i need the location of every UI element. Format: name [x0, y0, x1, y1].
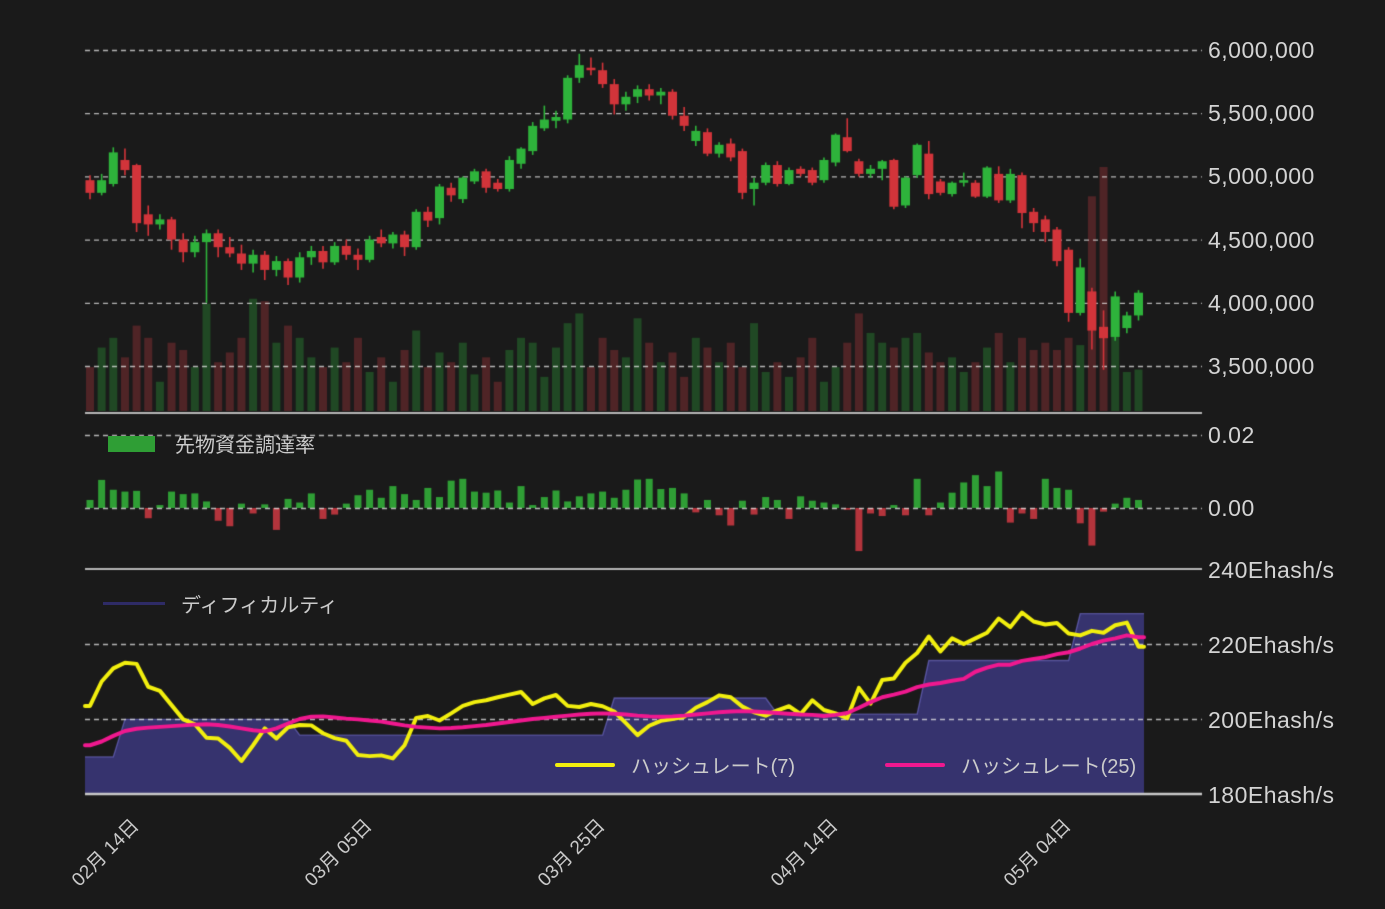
legend-hashrate7[interactable]: ハッシュレート(7): [555, 750, 795, 779]
legend-funding[interactable]: 先物資金調達率: [108, 429, 315, 458]
legend-difficulty-label: ディフィカルティ: [181, 595, 338, 617]
legend-funding-label: 先物資金調達率: [175, 435, 315, 457]
legend-hashrate25-label: ハッシュレート(25): [961, 756, 1137, 778]
legend-difficulty[interactable]: ディフィカルティ: [103, 589, 338, 618]
price-axis-label: 6,000,000: [1208, 37, 1315, 63]
funding-axis-label: 0.00: [1208, 495, 1255, 521]
funding-swatch-icon: [108, 435, 155, 452]
hashrate-axis-label: 240Ehash/s: [1208, 557, 1335, 583]
price-axis-label: 3,500,000: [1208, 353, 1315, 379]
legend-hashrate7-label: ハッシュレート(7): [631, 756, 796, 778]
hashrate25-swatch-icon: [885, 762, 945, 767]
hashrate-axis-label: 220Ehash/s: [1208, 632, 1335, 658]
funding-axis-label: 0.02: [1208, 422, 1255, 448]
legend-hashrate25[interactable]: ハッシュレート(25): [885, 750, 1136, 779]
price-axis-label: 5,000,000: [1208, 163, 1315, 190]
hashrate-axis-label: 200Ehash/s: [1208, 707, 1335, 733]
price-axis-label: 4,500,000: [1208, 226, 1315, 253]
hashrate7-swatch-icon: [555, 762, 615, 767]
difficulty-swatch-icon: [103, 602, 165, 605]
hashrate-axis-label: 180Ehash/s: [1208, 782, 1335, 808]
price-axis-label: 4,000,000: [1208, 289, 1315, 316]
price-axis-label: 5,500,000: [1208, 100, 1315, 127]
